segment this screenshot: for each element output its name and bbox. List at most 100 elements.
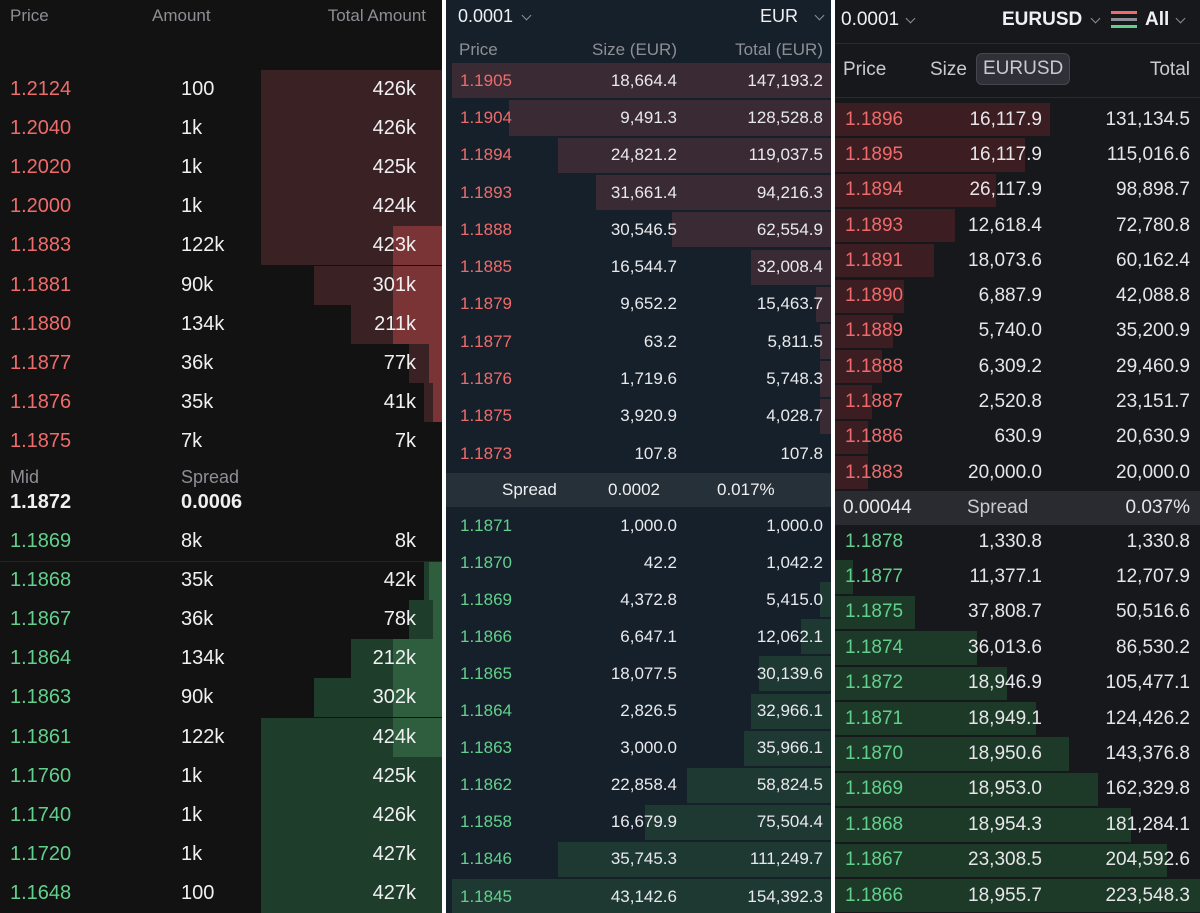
ask-row[interactable]: 1.1873 107.8 107.8 bbox=[446, 436, 831, 471]
bid-row[interactable]: 1.1869 18,953.0 162,329.8 bbox=[835, 772, 1200, 807]
depth-bar bbox=[452, 879, 831, 913]
bid-row[interactable]: 1.1869 8k 8k bbox=[0, 522, 442, 561]
total-cell: 119,037.5 bbox=[748, 145, 823, 165]
bid-row[interactable]: 1.1760 1k 425k bbox=[0, 756, 442, 796]
amount-cell: 1k bbox=[181, 842, 203, 865]
bid-row[interactable]: 1.1867 36k 78k bbox=[0, 600, 442, 640]
ask-row[interactable]: 1.1883 20,000.0 20,000.0 bbox=[835, 456, 1200, 490]
ask-row[interactable]: 1.1875 3,920.9 4,028.7 bbox=[446, 398, 831, 434]
bid-row[interactable]: 1.1871 1,000.0 1,000.0 bbox=[446, 508, 831, 543]
total-cell: 86,530.2 bbox=[1116, 636, 1190, 658]
price-cell: 1.1866 bbox=[845, 884, 904, 906]
depth-bar bbox=[835, 314, 894, 349]
total-cell: 212k bbox=[372, 647, 416, 670]
ask-row[interactable]: 1.1890 6,887.9 42,088.8 bbox=[835, 279, 1200, 313]
total-cell: 50,516.6 bbox=[1116, 601, 1190, 623]
ask-row[interactable]: 1.1905 18,664.4 147,193.2 bbox=[446, 63, 831, 99]
bid-row[interactable]: 1.1863 90k 302k bbox=[0, 678, 442, 718]
ask-row[interactable]: 1.1894 26,117.9 98,898.7 bbox=[835, 173, 1200, 207]
size-cell: 1,719.6 bbox=[620, 369, 677, 389]
size-cell: 16,117.9 bbox=[969, 108, 1042, 130]
bid-row[interactable]: 1.1875 37,808.7 50,516.6 bbox=[835, 595, 1200, 630]
currency-select[interactable]: EUR bbox=[760, 6, 825, 27]
bid-row[interactable]: 1.1863 3,000.0 35,966.1 bbox=[446, 730, 831, 766]
bid-row[interactable]: 1.1870 18,950.6 143,376.8 bbox=[835, 737, 1200, 771]
ask-row[interactable]: 1.1887 2,520.8 23,151.7 bbox=[835, 385, 1200, 419]
ask-row[interactable]: 1.1888 30,546.5 62,554.9 bbox=[446, 212, 831, 248]
ask-row[interactable]: 1.1876 35k 41k bbox=[0, 382, 442, 422]
ask-row[interactable]: 1.2020 1k 425k bbox=[0, 148, 442, 188]
total-cell: 35,200.9 bbox=[1116, 320, 1190, 342]
size-unit-toggle[interactable]: EURUSD bbox=[976, 53, 1071, 85]
total-cell: 15,463.7 bbox=[756, 294, 823, 314]
ask-row[interactable]: 1.1877 36k 77k bbox=[0, 343, 442, 383]
bid-row[interactable]: 1.1870 42.2 1,042.2 bbox=[446, 545, 831, 580]
bid-row[interactable]: 1.1872 18,946.9 105,477.1 bbox=[835, 666, 1200, 700]
bid-row[interactable]: 1.1869 4,372.8 5,415.0 bbox=[446, 582, 831, 618]
ask-row[interactable]: 1.2124 100 426k bbox=[0, 70, 442, 110]
price-cell: 1.1858 bbox=[460, 812, 512, 832]
ask-row[interactable]: 1.2040 1k 426k bbox=[0, 109, 442, 149]
ask-row[interactable]: 1.1893 31,661.4 94,216.3 bbox=[446, 174, 831, 211]
total-cell: 58,824.5 bbox=[756, 775, 823, 795]
tick-size-select[interactable]: 0.0001 bbox=[458, 6, 532, 27]
bid-row[interactable]: 1.1878 1,330.8 1,330.8 bbox=[835, 525, 1200, 558]
filter-select[interactable]: All bbox=[1145, 9, 1186, 31]
total-cell: 223,548.3 bbox=[1105, 884, 1190, 906]
bid-row[interactable]: 1.1861 122k 424k bbox=[0, 717, 442, 757]
size-cell: 6,887.9 bbox=[978, 285, 1042, 307]
bid-row[interactable]: 1.1648 100 427k bbox=[0, 873, 442, 913]
bid-row[interactable]: 1.1874 36,013.6 86,530.2 bbox=[835, 631, 1200, 665]
bid-row[interactable]: 1.1862 22,858.4 58,824.5 bbox=[446, 767, 831, 803]
ask-row[interactable]: 1.1879 9,652.2 15,463.7 bbox=[446, 286, 831, 323]
bid-row[interactable]: 1.1868 35k 42k bbox=[0, 561, 442, 601]
depth-bar bbox=[645, 804, 831, 840]
depth-bar bbox=[260, 834, 442, 874]
ask-row[interactable]: 1.1875 7k 7k bbox=[0, 422, 442, 461]
price-cell: 1.1895 bbox=[845, 143, 904, 165]
symbol-select[interactable]: EURUSD bbox=[1002, 9, 1101, 31]
price-cell: 1.1865 bbox=[460, 663, 512, 683]
bid-row[interactable]: 1.1866 18,955.7 223,548.3 bbox=[835, 879, 1200, 913]
ask-row[interactable]: 1.1893 12,618.4 72,780.8 bbox=[835, 208, 1200, 243]
bid-row[interactable]: 1.1877 11,377.1 12,707.9 bbox=[835, 560, 1200, 594]
ask-row[interactable]: 1.1896 16,117.9 131,134.5 bbox=[835, 103, 1200, 137]
ask-row[interactable]: 1.1895 16,117.9 115,016.6 bbox=[835, 138, 1200, 172]
price-cell: 1.1867 bbox=[10, 608, 72, 631]
ask-row[interactable]: 1.1904 9,491.3 128,528.8 bbox=[446, 100, 831, 136]
amount-cell: 36k bbox=[181, 608, 214, 631]
ask-row[interactable]: 1.1885 16,544.7 32,008.4 bbox=[446, 249, 831, 285]
price-cell: 1.2040 bbox=[10, 117, 72, 140]
bid-row[interactable]: 1.1846 35,745.3 111,249.7 bbox=[446, 841, 831, 877]
ask-row[interactable]: 1.1888 6,309.2 29,460.9 bbox=[835, 350, 1200, 384]
price-cell: 1.1875 bbox=[460, 406, 512, 426]
bid-row[interactable]: 1.1740 1k 426k bbox=[0, 795, 442, 835]
ask-row[interactable]: 1.1876 1,719.6 5,748.3 bbox=[446, 361, 831, 397]
ask-row[interactable]: 1.1891 18,073.6 60,162.4 bbox=[835, 244, 1200, 278]
total-cell: 143,376.8 bbox=[1105, 743, 1190, 765]
tick-size-select[interactable]: 0.0001 bbox=[841, 9, 916, 31]
depth-overlay-bar bbox=[433, 382, 442, 422]
bid-row[interactable]: 1.1867 23,308.5 204,592.6 bbox=[835, 843, 1200, 877]
ask-row[interactable]: 1.1883 122k 423k bbox=[0, 226, 442, 266]
book-view-toggle-icon[interactable] bbox=[1111, 10, 1137, 28]
bid-row[interactable]: 1.1845 43,142.6 154,392.3 bbox=[446, 879, 831, 913]
bid-row[interactable]: 1.1865 18,077.5 30,139.6 bbox=[446, 656, 831, 692]
bid-row[interactable]: 1.1858 16,679.9 75,504.4 bbox=[446, 804, 831, 840]
bid-row[interactable]: 1.1864 2,826.5 32,966.1 bbox=[446, 693, 831, 729]
size-cell: 18,949.1 bbox=[968, 707, 1042, 729]
bid-row[interactable]: 1.1871 18,949.1 124,426.2 bbox=[835, 702, 1200, 736]
depth-bar bbox=[260, 795, 442, 835]
ask-row[interactable]: 1.1894 24,821.2 119,037.5 bbox=[446, 137, 831, 173]
ask-row[interactable]: 1.1877 63.2 5,811.5 bbox=[446, 324, 831, 360]
ask-row[interactable]: 1.1881 90k 301k bbox=[0, 265, 442, 305]
ask-row[interactable]: 1.1889 5,740.0 35,200.9 bbox=[835, 314, 1200, 349]
ask-row[interactable]: 1.1880 134k 211k bbox=[0, 304, 442, 344]
ask-row[interactable]: 1.2000 1k 424k bbox=[0, 187, 442, 227]
ask-row[interactable]: 1.1886 630.9 20,630.9 bbox=[835, 420, 1200, 454]
bid-row[interactable]: 1.1866 6,647.1 12,062.1 bbox=[446, 619, 831, 655]
bid-row[interactable]: 1.1864 134k 212k bbox=[0, 639, 442, 679]
depth-bar bbox=[815, 286, 831, 323]
bid-row[interactable]: 1.1720 1k 427k bbox=[0, 834, 442, 874]
bid-row[interactable]: 1.1868 18,954.3 181,284.1 bbox=[835, 808, 1200, 842]
